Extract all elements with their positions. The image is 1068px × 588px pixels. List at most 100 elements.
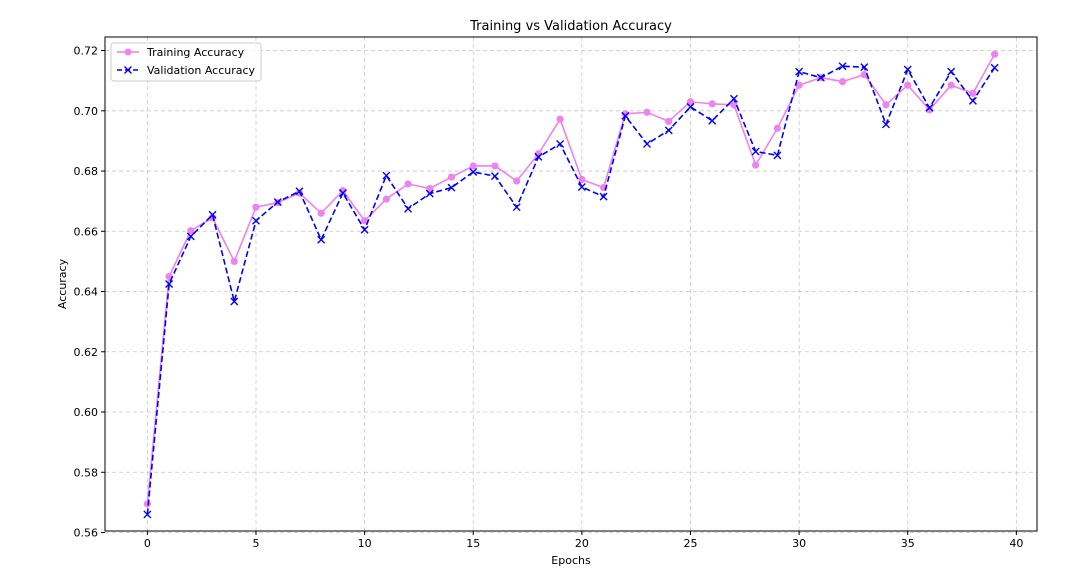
legend-box: [110, 42, 262, 82]
validation-accuracy-point: [490, 172, 499, 181]
x-tick-label: 15: [466, 537, 480, 550]
validation-accuracy-point: [599, 192, 608, 201]
validation-accuracy-point: [990, 63, 999, 72]
validation-accuracy-point: [816, 73, 825, 82]
validation-accuracy-point: [230, 297, 239, 306]
training-accuracy-point: [860, 71, 868, 79]
y-tick-label: 0.64: [74, 286, 99, 299]
training-accuracy-point: [187, 227, 195, 235]
y-tick-label: 0.72: [74, 45, 99, 58]
training-accuracy-point: [969, 89, 977, 97]
validation-accuracy-point: [621, 111, 630, 120]
training-accuracy-point: [838, 77, 847, 86]
training-accuracy-point: [904, 81, 912, 89]
training-accuracy-point: [513, 177, 521, 185]
training-accuracy-point: [361, 217, 369, 225]
plot-background: [105, 37, 1037, 531]
x-tick-label: 0: [144, 537, 151, 550]
validation-accuracy-point: [425, 189, 434, 198]
training-accuracy-point: [339, 187, 347, 195]
axis-ticks: 0 5 10 15 20 25 30 35 40 0.56 0.58 0.60 0.62 0.64 0.66…: [74, 45, 1024, 550]
y-tick-label: 0.68: [74, 165, 99, 178]
y-tick-label: 0.60: [74, 406, 99, 419]
x-tick-label: 35: [901, 537, 915, 550]
validation-accuracy-point: [317, 235, 326, 244]
validation-accuracy-point: [165, 280, 174, 288]
training-accuracy-point: [469, 162, 477, 170]
training-accuracy-point: [730, 101, 738, 109]
validation-accuracy-point: [143, 510, 152, 519]
training-accuracy-point: [556, 115, 564, 123]
validation-accuracy-point: [708, 116, 717, 125]
validation-accuracy-point: [295, 187, 304, 196]
validation-accuracy-point: [664, 126, 673, 135]
chart-title: Training vs Validation Accuracy: [469, 19, 672, 34]
validation-accuracy-line: [146, 65, 996, 515]
legend-marker-training: [124, 48, 132, 56]
series-layer: [143, 50, 999, 519]
legend: Training Accuracy Validation Accuracy: [110, 42, 262, 82]
validation-accuracy-point: [447, 183, 456, 192]
y-tick-label: 0.56: [74, 527, 99, 540]
y-tick-label: 0.66: [74, 225, 99, 238]
validation-accuracy-point: [751, 147, 760, 156]
training-accuracy-point: [708, 100, 716, 108]
training-accuracy-point: [752, 161, 760, 169]
validation-accuracy-point: [686, 102, 695, 111]
validation-accuracy-point: [643, 139, 652, 148]
validation-accuracy-point: [773, 151, 782, 160]
x-tick-label: 20: [575, 537, 589, 550]
validation-accuracy-point: [838, 62, 847, 71]
x-tick-label: 30: [792, 537, 806, 550]
training-accuracy-point: [317, 209, 325, 217]
validation-accuracy-point: [512, 203, 521, 212]
training-accuracy-point: [447, 173, 456, 181]
validation-accuracy-point: [860, 63, 869, 72]
validation-accuracy-point: [925, 103, 934, 112]
validation-accuracy-point: [577, 183, 586, 192]
validation-accuracy-point: [382, 171, 391, 180]
x-tick-label: 25: [683, 537, 697, 550]
training-accuracy-point: [665, 117, 673, 125]
validation-accuracy-point: [251, 216, 260, 225]
legend-label-validation: Validation Accuracy: [147, 64, 256, 77]
validation-accuracy-point: [729, 94, 738, 103]
training-accuracy-point: [621, 110, 629, 118]
training-accuracy-point: [882, 101, 890, 109]
training-accuracy-point: [382, 195, 390, 203]
training-accuracy-point: [578, 175, 586, 184]
training-accuracy-point: [795, 81, 803, 89]
y-tick-label: 0.62: [74, 346, 99, 359]
validation-accuracy-point: [968, 96, 977, 105]
validation-accuracy-point: [273, 198, 282, 207]
validation-accuracy-point: [795, 67, 804, 76]
validation-accuracy-point: [556, 139, 565, 148]
x-tick-label: 40: [1009, 537, 1023, 550]
y-axis-title: Accuracy: [56, 258, 69, 309]
y-tick-label: 0.58: [74, 466, 99, 479]
validation-accuracy-point: [882, 120, 891, 129]
x-axis-title: Epochs: [551, 554, 591, 567]
grid: [105, 37, 1037, 533]
x-tick-label: 5: [252, 537, 259, 550]
validation-accuracy-point: [208, 210, 217, 219]
training-accuracy-point: [947, 81, 955, 89]
validation-accuracy-point: [534, 152, 543, 161]
training-accuracy-point: [426, 184, 434, 193]
series-1: [143, 62, 999, 519]
validation-accuracy-point: [360, 225, 369, 234]
validation-accuracy-point: [947, 67, 956, 76]
y-tick-label: 0.70: [74, 105, 99, 118]
legend-marker-validation: [124, 66, 132, 74]
validation-accuracy-point: [186, 232, 195, 241]
x-tick-label: 10: [358, 537, 372, 550]
validation-accuracy-point: [469, 167, 478, 176]
training-accuracy-point: [252, 203, 260, 211]
training-accuracy-point: [925, 106, 934, 114]
training-accuracy-point: [991, 50, 999, 58]
plot-frame: [104, 36, 1038, 532]
validation-accuracy-point: [404, 204, 413, 213]
validation-accuracy-point: [338, 189, 347, 198]
training-accuracy-point: [686, 98, 695, 106]
